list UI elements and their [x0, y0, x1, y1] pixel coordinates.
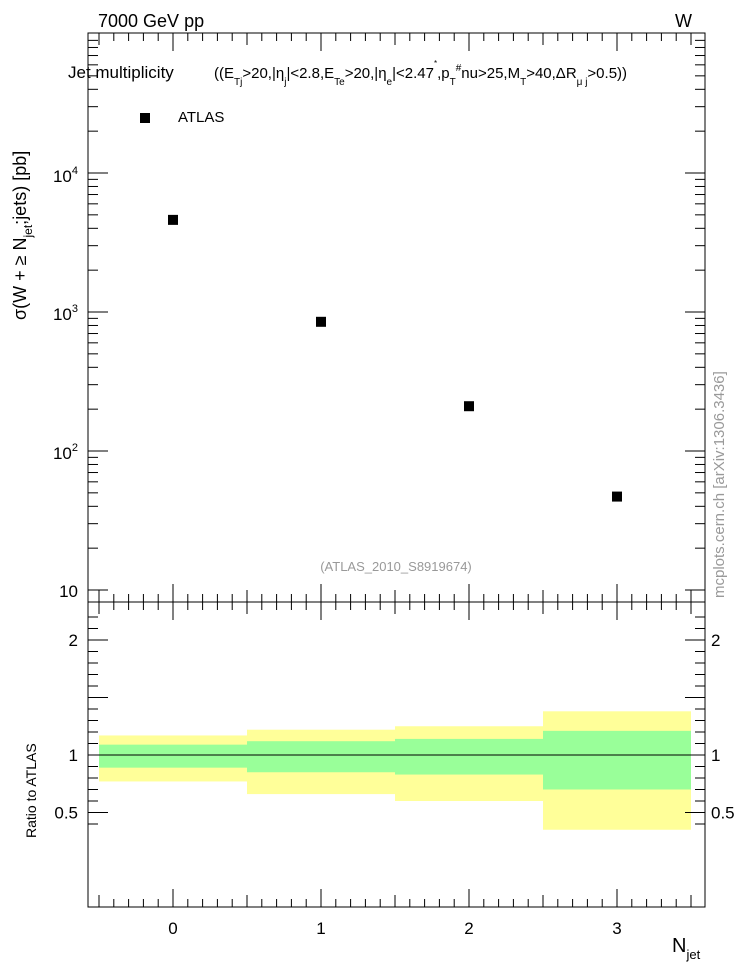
- ratio-band-green-0: [99, 744, 247, 768]
- ratio-band-green-1: [247, 741, 395, 773]
- cuts-text-2: >20,|η: [242, 65, 284, 82]
- analysis-id: (ATLAS_2010_S8919674): [320, 559, 472, 574]
- data-point-0: [168, 214, 178, 225]
- cuts-text-1: ((E: [214, 65, 234, 82]
- cuts-text-8: >40,ΔR: [526, 65, 577, 82]
- cuts-label: ((ETj>20,|ηj|<2.8,ETe>20,|ηe|<2.47*,pT#n…: [214, 59, 627, 88]
- ratio-y-tick-label-right-2: 2: [711, 631, 720, 650]
- energy-label: 7000 GeV pp: [98, 11, 204, 31]
- cuts-sup-1: *: [434, 59, 437, 68]
- cuts-text-7: nu>25,M: [461, 65, 520, 82]
- legend-label: ATLAS: [178, 109, 224, 126]
- ratio-bands: [99, 711, 691, 830]
- x-tick-label-1: 1: [316, 919, 325, 938]
- ratio-y-tick-label-1: 1: [69, 746, 78, 765]
- y-tick-label-100: 102: [53, 442, 78, 463]
- watermark: mcplots.cern.ch [arXiv:1306.3436]: [711, 371, 728, 598]
- cuts-text-5: |<2.47: [392, 65, 434, 82]
- ratio-y-axis-label: Ratio to ATLAS: [23, 743, 39, 838]
- ratio-band-green-2: [395, 738, 543, 775]
- data-point-2: [464, 401, 474, 412]
- cuts-sub-2: j: [283, 77, 286, 88]
- cuts-sub-4: e: [387, 77, 393, 88]
- y-tick-label-10000: 104: [53, 165, 78, 186]
- y-tick-label-1000: 103: [53, 303, 78, 324]
- y-tick-label-10: 10: [59, 582, 78, 601]
- cuts-text-4: >20,|η: [345, 65, 387, 82]
- ratio-y-tick-label-0.5: 0.5: [54, 804, 78, 823]
- chart-title: Jet multiplicity: [68, 63, 174, 82]
- ratio-axis-ticks: 0.5 0.5 1 1 2 2: [54, 616, 735, 825]
- cuts-sup-2: #: [456, 63, 462, 74]
- main-axis-ticks: 0 1 2 3: [88, 33, 705, 938]
- data-points: [168, 214, 622, 502]
- legend-marker: [140, 113, 150, 123]
- cuts-sub-5: T: [450, 77, 456, 88]
- ratio-band-green-3: [543, 730, 691, 790]
- x-tick-label-3: 3: [612, 919, 621, 938]
- cuts-sub-7: μ j: [577, 77, 588, 88]
- cuts-text-3: |<2.8,E: [286, 65, 334, 82]
- x-tick-label-2: 2: [464, 919, 473, 938]
- cuts-sub-6: T: [520, 77, 526, 88]
- cuts-sub-1: Tj: [234, 77, 242, 88]
- ratio-y-tick-label-2: 2: [69, 631, 78, 650]
- data-point-3: [612, 491, 622, 502]
- cuts-text-6: ,p: [437, 65, 450, 82]
- process-label: W: [675, 11, 692, 31]
- cuts-sub-3: Te: [334, 77, 345, 88]
- x-tick-label-0: 0: [168, 919, 177, 938]
- ratio-y-tick-label-right-0.5: 0.5: [711, 804, 735, 823]
- y-axis-label: σ(W + ≥ Njet;jets) [pb]: [10, 151, 35, 320]
- cuts-text-9: >0.5)): [587, 65, 627, 82]
- ratio-y-tick-label-right-1: 1: [711, 746, 720, 765]
- x-axis-label: Njet: [672, 935, 701, 962]
- data-point-1: [316, 316, 326, 327]
